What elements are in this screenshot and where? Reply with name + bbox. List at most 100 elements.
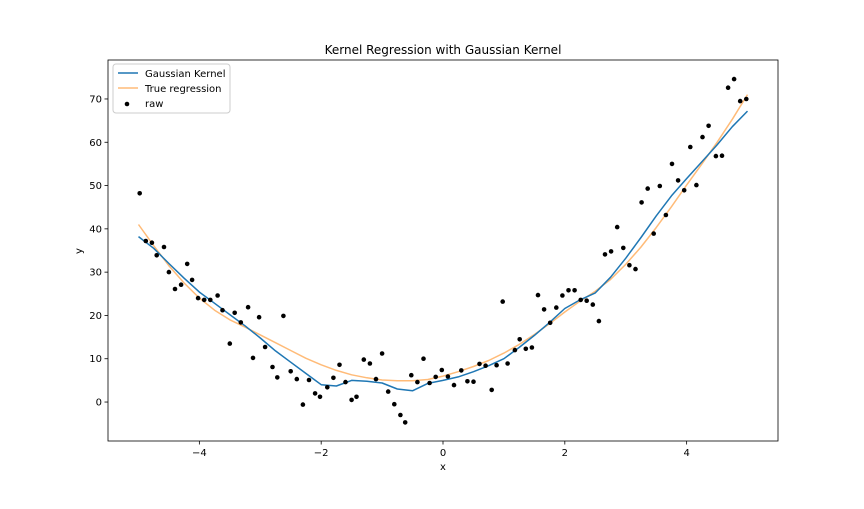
y-tick-label: 60	[89, 138, 102, 149]
legend-true-regression-label: True regression	[144, 84, 222, 95]
raw-point	[560, 293, 565, 298]
raw-point	[681, 188, 687, 193]
raw-point	[373, 376, 379, 382]
raw-point	[489, 387, 495, 393]
raw-point	[621, 245, 626, 251]
raw-point	[554, 305, 559, 310]
raw-point	[713, 153, 719, 159]
y-axis-label: y	[74, 248, 85, 254]
y-tick-label: 20	[89, 311, 102, 322]
raw-point	[361, 357, 367, 362]
raw-point	[343, 379, 348, 385]
raw-point	[275, 375, 280, 380]
raw-point	[288, 369, 294, 374]
raw-point	[737, 98, 743, 104]
raw-point	[719, 153, 725, 158]
raw-point	[675, 178, 681, 183]
raw-point	[215, 293, 220, 298]
raw-point	[232, 310, 237, 316]
raw-point	[354, 394, 359, 400]
raw-point	[451, 382, 457, 388]
raw-point	[161, 244, 167, 250]
raw-point	[578, 297, 583, 303]
legend-raw-marker	[124, 101, 130, 107]
raw-point	[281, 313, 286, 319]
raw-point	[494, 362, 499, 368]
raw-point	[178, 282, 184, 288]
plot-area	[137, 76, 749, 425]
raw-point	[245, 304, 251, 310]
y-tick-label: 10	[89, 354, 102, 365]
raw-point	[227, 341, 233, 346]
raw-point	[149, 240, 155, 245]
raw-point	[700, 134, 705, 140]
y-tick-label: 0	[96, 398, 102, 409]
raw-point	[694, 182, 699, 188]
raw-point	[201, 297, 207, 303]
raw-point	[566, 288, 571, 293]
raw-point	[725, 85, 731, 90]
raw-point	[627, 262, 632, 268]
raw-point	[137, 191, 142, 196]
raw-point	[433, 374, 439, 380]
raw-point	[657, 183, 663, 189]
raw-point	[421, 356, 426, 362]
raw-point	[367, 361, 373, 366]
raw-point	[208, 297, 213, 303]
raw-point	[385, 389, 391, 394]
raw-point	[602, 252, 608, 257]
raw-point	[300, 402, 306, 407]
y-tick-label: 40	[89, 224, 102, 235]
series-line-true-regression	[137, 94, 749, 382]
raw-point	[256, 314, 262, 320]
raw-point	[439, 367, 445, 373]
raw-point	[500, 299, 506, 304]
raw-point	[706, 123, 711, 129]
raw-point	[143, 238, 149, 244]
raw-point	[262, 344, 268, 350]
y-tick-label: 50	[89, 181, 102, 192]
raw-point	[731, 76, 737, 82]
raw-point	[220, 307, 225, 313]
legend: Gaussian Kernel True regression raw	[112, 63, 231, 114]
x-tick-label: 0	[440, 448, 446, 459]
x-tick-label: −4	[192, 448, 207, 459]
raw-point	[505, 361, 510, 366]
raw-point	[512, 347, 518, 353]
raw-point	[427, 380, 432, 386]
raw-point	[250, 355, 256, 361]
raw-point	[331, 375, 336, 381]
raw-point	[294, 376, 300, 382]
raw-point	[415, 379, 420, 385]
raw-point	[645, 186, 650, 191]
y-tick-label: 70	[89, 94, 102, 105]
raw-point	[608, 249, 614, 254]
raw-point	[639, 200, 644, 205]
raw-point	[172, 286, 178, 292]
raw-point	[517, 337, 522, 342]
raw-point	[459, 368, 464, 373]
raw-point	[535, 292, 541, 298]
legend-raw-label: raw	[145, 99, 163, 110]
raw-point	[477, 361, 482, 367]
x-tick-label: 4	[683, 448, 689, 459]
raw-point	[523, 346, 529, 352]
legend-gaussian-kernel-label: Gaussian Kernel	[145, 69, 225, 80]
raw-point	[238, 320, 244, 325]
x-tick-label: 2	[562, 448, 568, 459]
raw-point	[317, 394, 323, 400]
raw-point	[590, 302, 596, 307]
raw-point	[409, 372, 414, 378]
raw-point	[572, 288, 577, 293]
raw-point	[744, 96, 749, 102]
raw-point	[402, 420, 408, 425]
raw-point	[184, 261, 190, 267]
raw-point	[154, 253, 159, 258]
raw-point	[471, 379, 476, 385]
raw-point	[614, 224, 620, 230]
raw-point	[189, 277, 195, 283]
raw-point	[312, 391, 318, 396]
raw-point	[633, 266, 638, 272]
